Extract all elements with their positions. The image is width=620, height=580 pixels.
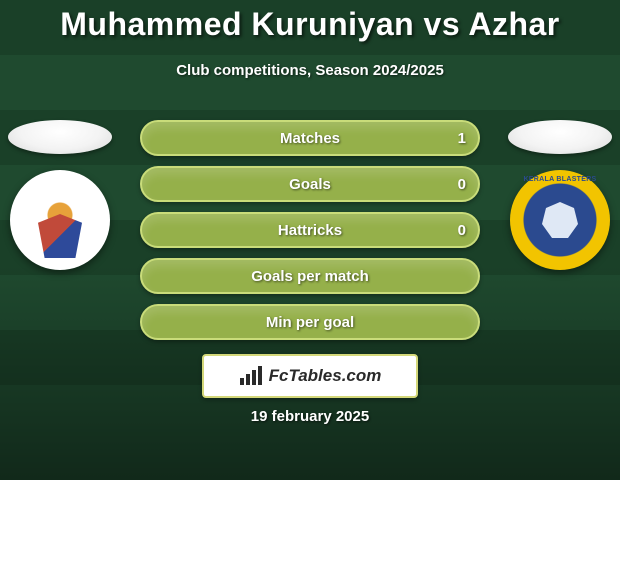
- page-subtitle: Club competitions, Season 2024/2025: [0, 62, 620, 79]
- stat-row-matches: Matches 1: [140, 120, 480, 156]
- player-left-avatar: [8, 120, 112, 154]
- stat-right-value: 0: [458, 214, 466, 246]
- stat-row-gpm: Goals per match: [140, 258, 480, 294]
- club-right-badge: [510, 170, 610, 270]
- stat-right-value: 0: [458, 168, 466, 200]
- club-left-badge: [10, 170, 110, 270]
- stats-container: Matches 1 Goals 0 Hattricks 0 Goals per …: [140, 120, 480, 350]
- stat-label: Goals per match: [251, 268, 369, 285]
- page-title: Muhammed Kuruniyan vs Azhar: [0, 6, 620, 43]
- stat-row-goals: Goals 0: [140, 166, 480, 202]
- stat-label: Goals: [289, 176, 331, 193]
- brand-badge: FcTables.com: [202, 354, 418, 398]
- stat-row-hattricks: Hattricks 0: [140, 212, 480, 248]
- stat-label: Hattricks: [278, 222, 342, 239]
- stat-label: Matches: [280, 130, 340, 147]
- brand-text: FcTables.com: [269, 366, 382, 386]
- stat-row-mpg: Min per goal: [140, 304, 480, 340]
- date-text: 19 february 2025: [0, 408, 620, 425]
- stat-right-value: 1: [458, 122, 466, 154]
- stat-label: Min per goal: [266, 314, 354, 331]
- player-right-avatar: [508, 120, 612, 154]
- bars-icon: [239, 366, 263, 386]
